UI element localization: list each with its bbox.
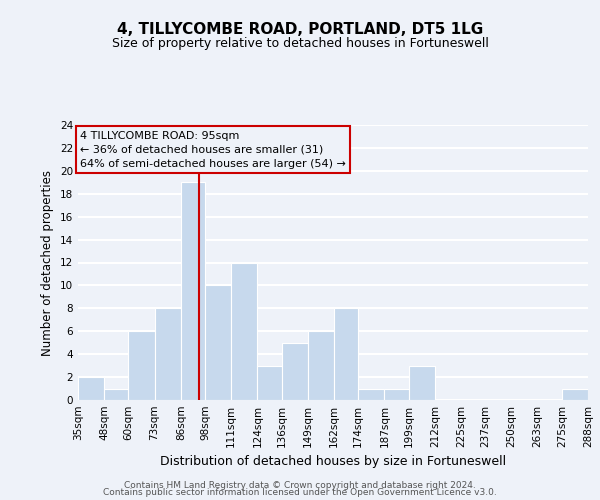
Bar — [231, 262, 257, 400]
Y-axis label: Number of detached properties: Number of detached properties — [41, 170, 55, 356]
Bar — [257, 366, 281, 400]
Bar — [385, 388, 409, 400]
Bar — [181, 182, 205, 400]
Bar — [308, 331, 334, 400]
Bar — [281, 342, 308, 400]
Bar — [128, 331, 155, 400]
X-axis label: Distribution of detached houses by size in Fortuneswell: Distribution of detached houses by size … — [160, 456, 506, 468]
Text: Contains HM Land Registry data © Crown copyright and database right 2024.: Contains HM Land Registry data © Crown c… — [124, 480, 476, 490]
Bar — [358, 388, 385, 400]
Bar — [334, 308, 358, 400]
Bar — [78, 377, 104, 400]
Text: 4 TILLYCOMBE ROAD: 95sqm
← 36% of detached houses are smaller (31)
64% of semi-d: 4 TILLYCOMBE ROAD: 95sqm ← 36% of detach… — [80, 130, 346, 168]
Bar — [104, 388, 128, 400]
Text: 4, TILLYCOMBE ROAD, PORTLAND, DT5 1LG: 4, TILLYCOMBE ROAD, PORTLAND, DT5 1LG — [117, 22, 483, 38]
Text: Size of property relative to detached houses in Fortuneswell: Size of property relative to detached ho… — [112, 38, 488, 51]
Bar — [409, 366, 435, 400]
Text: Contains public sector information licensed under the Open Government Licence v3: Contains public sector information licen… — [103, 488, 497, 497]
Bar — [562, 388, 588, 400]
Bar — [155, 308, 181, 400]
Bar — [205, 286, 231, 400]
